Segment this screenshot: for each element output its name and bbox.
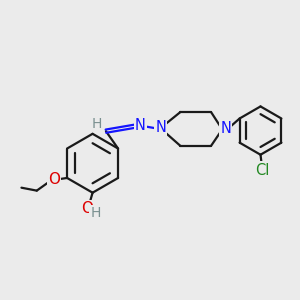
Text: N: N [155,119,166,134]
Text: N: N [135,118,146,133]
Text: H: H [90,206,101,220]
Text: O: O [48,172,60,187]
Text: O: O [82,201,94,216]
Text: N: N [220,121,231,136]
Text: Cl: Cl [255,163,269,178]
Text: H: H [92,117,102,131]
